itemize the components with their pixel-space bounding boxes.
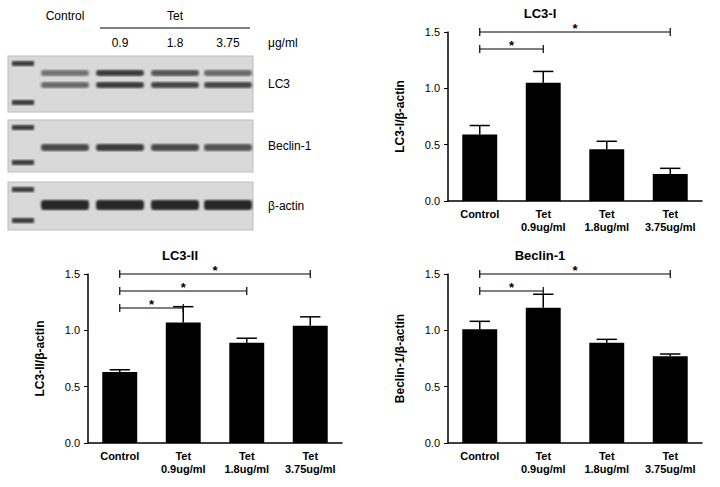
svg-text:Control: Control (100, 450, 139, 462)
svg-text:*: * (149, 297, 155, 312)
svg-text:*: * (509, 38, 515, 53)
svg-text:LC3-I: LC3-I (524, 6, 557, 21)
svg-text:Tet: Tet (599, 208, 615, 220)
svg-text:1.5: 1.5 (425, 268, 440, 280)
svg-text:Tet: Tet (535, 450, 551, 462)
svg-text:LC3-II/β-actin: LC3-II/β-actin (33, 321, 47, 397)
svg-text:0.5: 0.5 (425, 139, 440, 151)
svg-text:1.8ug/ml: 1.8ug/ml (584, 221, 629, 233)
svg-text:*: * (572, 263, 578, 278)
svg-text:*: * (572, 21, 578, 36)
svg-text:0.0: 0.0 (425, 195, 440, 207)
svg-text:3.75: 3.75 (216, 36, 240, 50)
svg-text:*: * (212, 263, 218, 278)
svg-text:1.5: 1.5 (425, 26, 440, 38)
svg-text:Tet: Tet (239, 450, 255, 462)
svg-text:0.0: 0.0 (65, 437, 80, 449)
svg-text:1.0: 1.0 (65, 324, 80, 336)
svg-text:1.0: 1.0 (425, 324, 440, 336)
svg-text:0.5: 0.5 (425, 381, 440, 393)
svg-text:0.0: 0.0 (425, 437, 440, 449)
svg-text:*: * (509, 280, 515, 295)
svg-text:Tet: Tet (599, 450, 615, 462)
svg-text:Tet: Tet (662, 208, 678, 220)
svg-text:1.5: 1.5 (65, 268, 80, 280)
svg-text:Tet: Tet (302, 450, 318, 462)
svg-text:Beclin-1/β-actin: Beclin-1/β-actin (393, 314, 407, 403)
svg-text:0.9ug/ml: 0.9ug/ml (521, 221, 566, 233)
svg-text:0.9ug/ml: 0.9ug/ml (521, 463, 566, 475)
svg-text:LC3: LC3 (268, 77, 290, 91)
svg-text:3.75ug/ml: 3.75ug/ml (645, 221, 696, 233)
svg-text:Control: Control (460, 450, 499, 462)
svg-text:1.8: 1.8 (167, 36, 184, 50)
svg-text:LC3-II: LC3-II (162, 248, 198, 263)
svg-text:*: * (181, 280, 187, 295)
svg-text:Beclin-1: Beclin-1 (268, 139, 312, 153)
svg-text:3.75ug/ml: 3.75ug/ml (285, 463, 336, 475)
svg-text:Tet: Tet (175, 450, 191, 462)
svg-text:1.8ug/ml: 1.8ug/ml (584, 463, 629, 475)
svg-text:1.8ug/ml: 1.8ug/ml (224, 463, 269, 475)
svg-text:Beclin-1: Beclin-1 (515, 248, 566, 263)
svg-text:0.9: 0.9 (112, 36, 129, 50)
svg-text:μg/ml: μg/ml (268, 36, 298, 50)
svg-text:Control: Control (460, 208, 499, 220)
svg-text:Tet: Tet (535, 208, 551, 220)
svg-text:3.75ug/ml: 3.75ug/ml (645, 463, 696, 475)
svg-text:LC3-I/β-actin: LC3-I/β-actin (393, 80, 407, 153)
svg-text:0.5: 0.5 (65, 381, 80, 393)
svg-text:β-actin: β-actin (268, 199, 304, 213)
svg-text:Tet: Tet (662, 450, 678, 462)
svg-text:1.0: 1.0 (425, 82, 440, 94)
svg-text:0.9ug/ml: 0.9ug/ml (161, 463, 206, 475)
svg-text:Tet: Tet (167, 9, 184, 23)
svg-text:Control: Control (46, 9, 85, 23)
